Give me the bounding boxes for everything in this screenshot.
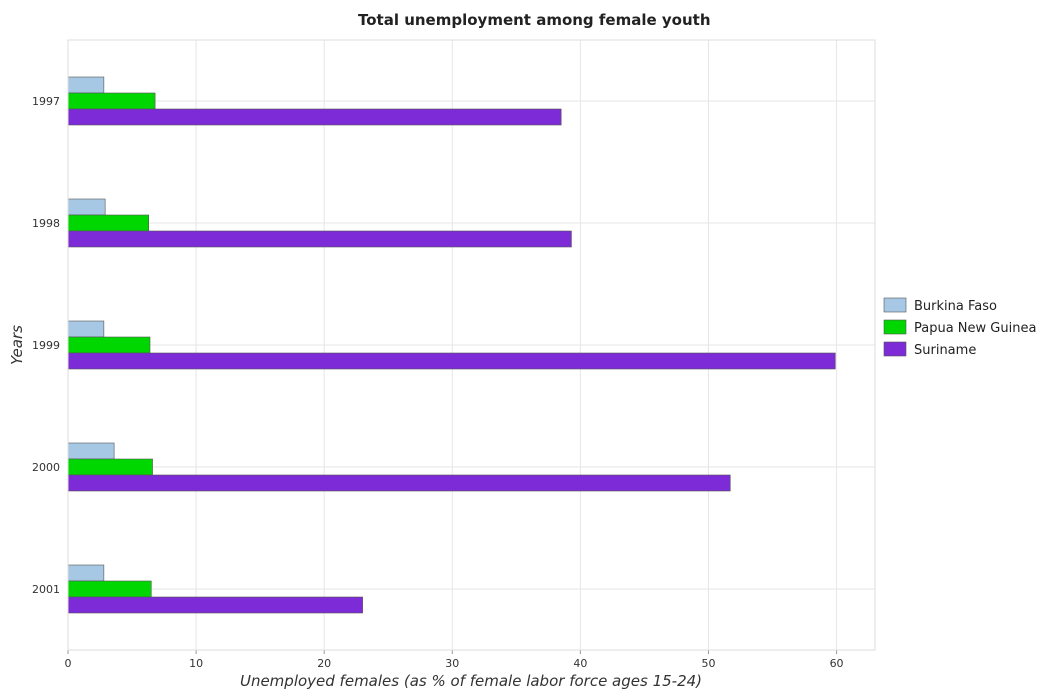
plot-frame bbox=[67, 39, 876, 651]
gridlines bbox=[67, 40, 875, 654]
legend: Burkina Faso Papua New Guinea Suriname bbox=[883, 297, 1036, 358]
bar-burkina-faso bbox=[67, 76, 105, 94]
bar-burkina-faso bbox=[67, 320, 105, 338]
legend-label: Burkina Faso bbox=[914, 299, 997, 314]
x-tick-label: 30 bbox=[445, 657, 459, 670]
bar-papua-new-guinea bbox=[67, 214, 149, 232]
legend-label: Suriname bbox=[914, 343, 976, 358]
bar-burkina-faso bbox=[67, 564, 105, 582]
x-tick-label: 40 bbox=[573, 657, 587, 670]
bar-burkina-faso bbox=[67, 198, 106, 216]
y-tick-label: 2000 bbox=[32, 461, 60, 474]
y-tick-label: 1997 bbox=[32, 95, 60, 108]
x-tick-label: 0 bbox=[65, 657, 72, 670]
bar-suriname bbox=[67, 596, 363, 614]
y-tick-label: 2001 bbox=[32, 583, 60, 596]
bar-burkina-faso bbox=[67, 442, 115, 460]
x-tick-labels: 0 10 20 30 40 50 60 bbox=[65, 657, 844, 670]
bar-suriname bbox=[67, 230, 572, 248]
x-tick-label: 50 bbox=[701, 657, 715, 670]
legend-swatch bbox=[883, 297, 907, 313]
y-tick-label: 1998 bbox=[32, 217, 60, 230]
x-tick-label: 60 bbox=[830, 657, 844, 670]
legend-swatch bbox=[883, 319, 907, 335]
y-axis-label: Years bbox=[8, 325, 26, 365]
bar-papua-new-guinea bbox=[67, 92, 156, 110]
chart-title: Total unemployment among female youth bbox=[358, 11, 711, 29]
legend-label: Papua New Guinea bbox=[914, 321, 1036, 336]
x-tick-label: 10 bbox=[189, 657, 203, 670]
bar-suriname bbox=[67, 108, 562, 126]
bar-suriname bbox=[67, 352, 836, 370]
bar-papua-new-guinea bbox=[67, 458, 153, 476]
x-axis-label: Unemployed females (as % of female labor… bbox=[240, 672, 702, 690]
bar-papua-new-guinea bbox=[67, 580, 152, 598]
legend-swatch bbox=[883, 341, 907, 357]
y-tick-labels: 1997 1998 1999 2000 2001 bbox=[32, 95, 60, 596]
y-tick-label: 1999 bbox=[32, 339, 60, 352]
bar-papua-new-guinea bbox=[67, 336, 151, 354]
bars bbox=[67, 76, 836, 614]
x-tick-label: 20 bbox=[317, 657, 331, 670]
bar-suriname bbox=[67, 474, 731, 492]
